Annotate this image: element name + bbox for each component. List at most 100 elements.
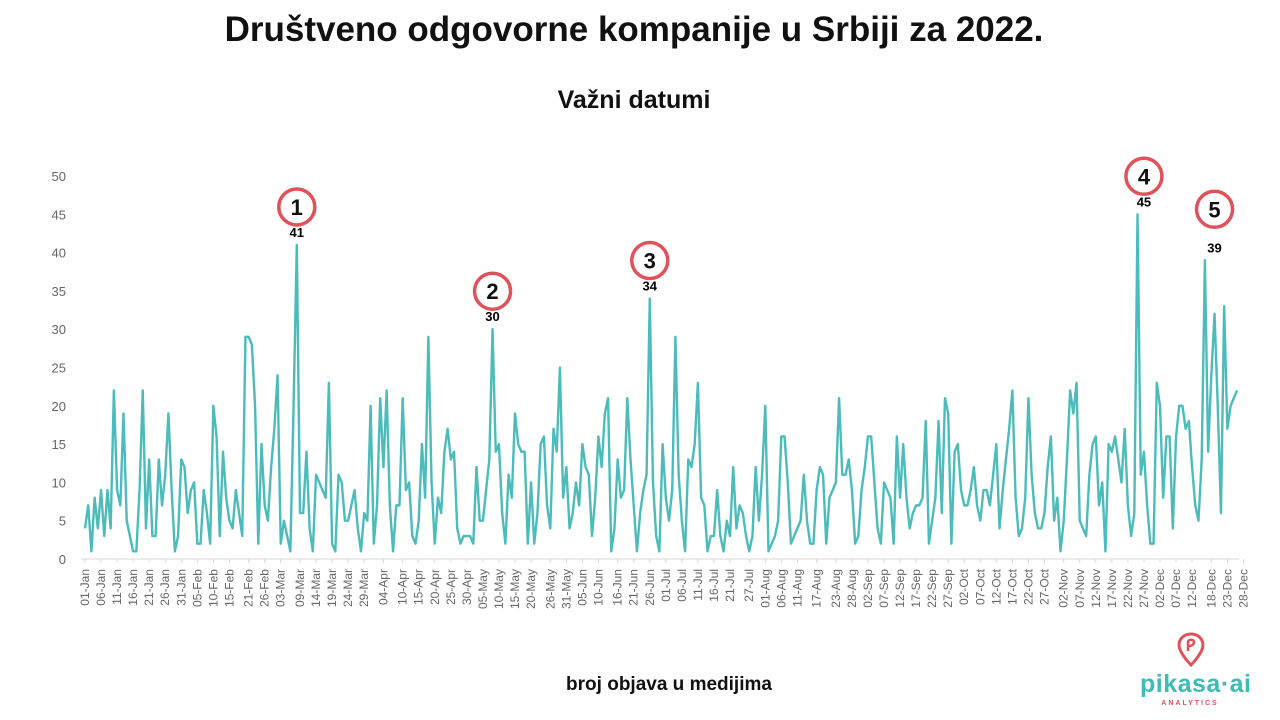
x-tick-label: 25-Apr — [444, 569, 458, 605]
x-tick-label: 12-Oct — [989, 568, 1003, 605]
x-tick-label: 26-Feb — [258, 569, 272, 607]
peak-marker-number: 2 — [486, 279, 498, 304]
peak-value-label: 34 — [643, 279, 658, 294]
x-tick-label: 22-Sep — [925, 569, 939, 608]
x-tick-label: 10-Feb — [206, 569, 220, 607]
x-tick-label: 07-Dec — [1169, 569, 1183, 608]
x-tick-label: 16-Jul — [707, 569, 721, 602]
x-tick-label: 26-Jun — [643, 569, 657, 606]
y-tick-label: 5 — [59, 514, 66, 529]
x-tick-label: 17-Oct — [1005, 568, 1019, 605]
x-tick-label: 31-Jan — [174, 569, 188, 606]
x-tick-label: 02-Sep — [861, 569, 875, 608]
peak-marker-number: 1 — [291, 195, 303, 220]
y-tick-label: 35 — [52, 284, 66, 299]
x-tick-label: 07-Sep — [877, 569, 891, 608]
x-tick-label: 07-Nov — [1073, 569, 1087, 608]
peak-marker-number: 5 — [1208, 197, 1220, 222]
x-tick-label: 30-Apr — [460, 569, 474, 605]
y-tick-label: 25 — [52, 361, 66, 376]
logo-subtitle: ANALYTICS — [1161, 700, 1219, 707]
x-tick-label: 28-Dec — [1236, 569, 1250, 608]
x-tick-label: 06-Jul — [675, 569, 689, 602]
x-tick-label: 20-May — [524, 569, 538, 609]
x-tick-label: 26-Jan — [158, 569, 172, 606]
y-tick-label: 10 — [52, 475, 66, 490]
y-tick-label: 40 — [52, 246, 66, 261]
x-tick-label: 24-Mar — [341, 569, 355, 607]
chart-title: Društveno odgovorne kompanije u Srbiji z… — [224, 10, 1044, 49]
x-tick-label: 11-Jul — [691, 569, 705, 601]
x-tick-label: 12-Sep — [893, 569, 907, 608]
x-tick-label: 12-Dec — [1185, 569, 1199, 608]
peak-marker-circle — [277, 187, 317, 227]
y-tick-label: 45 — [52, 207, 66, 222]
x-tick-label: 23-Dec — [1220, 569, 1234, 608]
x-tick-label: 17-Nov — [1105, 569, 1119, 608]
x-tick-label: 05-Jun — [575, 569, 589, 606]
y-tick-label: 30 — [52, 322, 66, 337]
peak-marker-circle — [472, 271, 513, 311]
x-tick-label: 20-Apr — [428, 569, 442, 605]
x-tick-label: 15-May — [508, 569, 522, 609]
x-axis-label: broj objava u medijima — [566, 674, 772, 695]
x-tick-label: 11-Aug — [790, 569, 804, 607]
peak-marker-circle — [1124, 156, 1164, 197]
x-tick-label: 16-Jan — [126, 569, 140, 606]
x-axis: 01-Jan 06-Jan 11-Jan 16-Jan 21-Jan 26-Jan 31-J… — [78, 558, 1250, 609]
x-tick-label: 03-Mar — [274, 569, 288, 607]
x-tick-label: 16-Jun — [611, 569, 625, 606]
peak-value-label: 45 — [1137, 194, 1151, 209]
annotation-layer: 41 1 30 2 34 3 45 4 39 5 — [277, 156, 1235, 324]
x-tick-label: 21-Jun — [627, 569, 641, 606]
x-tick-label: 18-Dec — [1204, 569, 1218, 608]
peak-marker-circle — [1194, 189, 1235, 230]
y-tick-label: 50 — [52, 169, 66, 184]
x-tick-label: 04-Apr — [376, 569, 390, 605]
chart-subtitle: Važni datumi — [557, 86, 711, 114]
x-tick-label: 27-Sep — [941, 569, 955, 608]
pikasa-logo: pikasa·ai ANALYTICS — [1140, 632, 1252, 714]
x-tick-label: 01-Jan — [78, 569, 92, 606]
y-tick-label: 20 — [52, 399, 66, 414]
x-tick-label: 01-Jul — [659, 569, 673, 602]
x-tick-label: 22-Nov — [1121, 569, 1135, 608]
x-tick-label: 21-Jan — [142, 569, 156, 606]
x-tick-label: 27-Nov — [1137, 569, 1151, 608]
x-tick-label: 06-Jan — [94, 569, 108, 606]
x-tick-label: 17-Aug — [810, 569, 824, 608]
y-tick-label: 15 — [52, 437, 66, 452]
x-tick-label: 28-Aug — [845, 569, 859, 608]
x-tick-label: 29-Mar — [357, 569, 371, 607]
x-tick-label: 26-May — [543, 569, 557, 609]
peak-value-label: 39 — [1207, 240, 1221, 255]
peak-marker-circle — [630, 240, 670, 281]
x-tick-label: 17-Sep — [909, 569, 923, 608]
peak-marker-number: 4 — [1138, 164, 1151, 189]
logo-wordmark: pikasa·ai — [1140, 670, 1252, 698]
x-tick-label: 05-Feb — [190, 569, 204, 607]
peak-value-label: 30 — [485, 309, 499, 324]
x-tick-label: 22-Oct — [1021, 568, 1035, 605]
x-tick-label: 14-Mar — [309, 569, 323, 607]
x-tick-label: 09-Mar — [293, 569, 307, 607]
x-tick-label: 23-Aug — [829, 569, 843, 608]
x-tick-label: 02-Nov — [1057, 569, 1071, 608]
x-tick-label: 15-Feb — [222, 569, 236, 607]
x-tick-label: 19-Mar — [325, 569, 339, 607]
x-tick-label: 31-May — [559, 569, 573, 609]
x-tick-label: 01-Aug — [758, 569, 772, 608]
y-tick-label: 0 — [59, 552, 66, 567]
x-tick-label: 27-Oct — [1037, 568, 1051, 605]
x-tick-label: 05-May — [476, 569, 490, 609]
pikasa-logo-icon — [1177, 632, 1205, 668]
x-tick-label: 02-Dec — [1153, 569, 1167, 608]
peak-marker-number: 3 — [644, 249, 656, 274]
x-tick-label: 27-Jul — [742, 569, 756, 602]
x-tick-label: 11-Jan — [110, 569, 124, 605]
x-tick-label: 15-Apr — [412, 569, 426, 605]
x-tick-label: 02-Oct — [957, 568, 971, 605]
series-layer — [83, 213, 1239, 553]
x-tick-label: 07-Oct — [973, 568, 987, 605]
